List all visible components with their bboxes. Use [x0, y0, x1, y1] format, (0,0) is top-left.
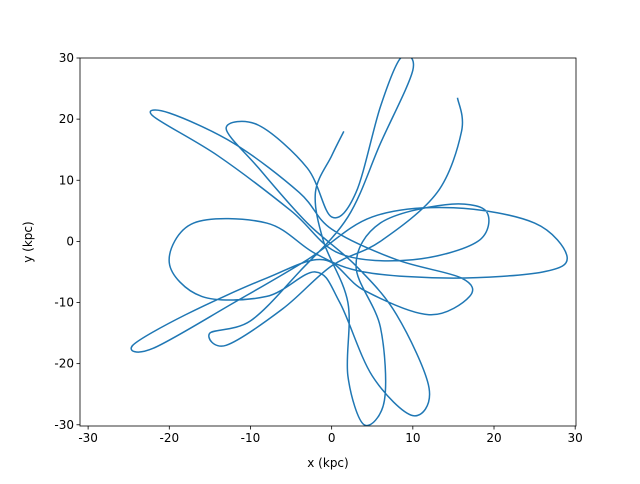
plot-frame	[79, 57, 577, 427]
y-tick-label: -20	[54, 357, 74, 371]
x-tick-label: 10	[405, 431, 420, 445]
x-axis-label: x (kpc)	[307, 456, 348, 470]
x-tick-label: -10	[241, 431, 261, 445]
y-tick-label: -10	[54, 296, 74, 310]
y-tick-label: -30	[54, 418, 74, 432]
y-tick-label: 20	[59, 112, 74, 126]
x-tick-label: -20	[159, 431, 179, 445]
x-tick-label: 0	[328, 431, 336, 445]
orbit-line	[130, 58, 568, 426]
x-tick-label: 20	[486, 431, 501, 445]
x-tick-label: 30	[568, 431, 583, 445]
y-tick-label: 10	[59, 173, 74, 187]
y-tick-label: 30	[59, 51, 74, 65]
y-axis-label: y (kpc)	[21, 221, 35, 262]
y-tick-label: 0	[66, 234, 74, 248]
x-tick-label: -30	[78, 431, 98, 445]
